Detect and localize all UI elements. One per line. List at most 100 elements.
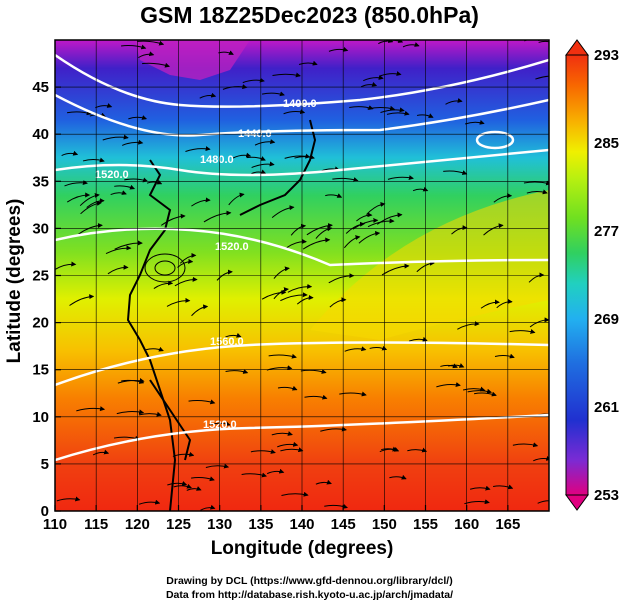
streamline [281,491,309,497]
streamline [529,317,549,328]
streamline [440,363,458,369]
streamline [174,276,198,287]
streamline [242,77,265,84]
streamline [325,193,343,198]
streamline [153,280,174,289]
streamline [146,179,163,185]
streamline [473,391,497,397]
streamline [378,40,394,45]
y-tick-label: 0 [41,503,49,520]
streamline [386,110,410,116]
y-tick-label: 45 [32,79,49,96]
y-tick-label: 30 [32,220,49,237]
streamline [272,72,301,78]
streamline [469,485,491,491]
streamline [216,269,233,281]
streamline [191,197,211,207]
credit-data: Data from http://database.rish.kyoto-u.a… [165,589,454,601]
x-tick-label: 165 [495,516,520,533]
streamline [523,180,549,186]
streamline [114,240,143,250]
colorbar-label: 261 [594,399,619,416]
streamline-vortex [154,260,176,276]
streamline [387,175,414,180]
x-tick-label: 150 [372,516,397,533]
streamline [268,353,297,359]
streamline [277,441,299,448]
colorbar-label: 277 [594,223,619,240]
streamline [277,385,298,391]
streamline [271,205,295,219]
coastline-east-asia [126,159,177,511]
streamline [360,81,378,88]
streamline [287,283,313,293]
streamline [448,363,465,368]
streamline [167,481,188,486]
streamline [120,44,147,50]
streamline [137,40,165,46]
contour-labels: 1400.0 1440.0 1480.0 1520.0 1520.0 1560.… [95,98,317,431]
streamline [160,213,186,226]
streamline [114,184,136,190]
streamline [76,406,106,412]
streamline [69,294,95,306]
streamline [369,345,388,351]
streamline [141,62,170,68]
streamline [254,139,276,146]
streamline [283,109,306,115]
streamline [493,484,514,490]
streamline [82,157,105,163]
streamline [185,146,211,152]
colorbar-bar [565,54,589,496]
y-tick-label: 35 [32,173,49,190]
streamline [271,431,293,436]
height-contours [55,53,549,462]
streamline [320,426,347,432]
streamline [203,210,232,223]
streamline [102,134,129,141]
streamline [107,264,129,275]
streamline [273,287,289,300]
streamline [145,346,164,352]
streamline [328,46,349,52]
streamline [443,170,468,175]
x-axis-label: Longitude (degrees) [210,538,394,559]
x-axis-ticks: 110 115 120 125 130 135 140 145 150 155 160 165 [43,40,520,533]
colorbar-label: 253 [594,487,619,504]
streamline [61,150,79,157]
credit-drawing: Drawing by DCL (https://www.gfd-dennou.o… [166,575,453,587]
streamline [92,449,110,456]
streamline [367,218,395,228]
streamline [315,479,332,485]
coastline-japan [239,119,317,216]
streamline [363,75,384,82]
streamline [200,504,216,511]
streamline [280,447,304,453]
streamline [296,294,314,305]
streamline [533,455,549,462]
streamline [138,411,162,417]
streamline [280,292,308,302]
streamline [512,442,539,448]
streamline [251,161,275,169]
streamline [66,192,91,203]
streamline [225,332,242,338]
streamline [191,476,215,482]
streamline [139,499,161,505]
colorbar-label: 269 [594,311,619,328]
streamline [138,51,155,59]
streamline [95,103,113,109]
streamline [266,468,285,475]
streamline [379,446,398,453]
streamline [457,321,480,330]
streamline [261,289,287,300]
streamline [56,496,81,502]
y-tick-label: 10 [32,409,49,426]
streamline [121,379,145,384]
streamline [535,75,549,80]
streamline [124,177,149,183]
x-tick-label: 140 [289,516,314,533]
streamline [121,139,144,146]
streamline [462,386,486,392]
